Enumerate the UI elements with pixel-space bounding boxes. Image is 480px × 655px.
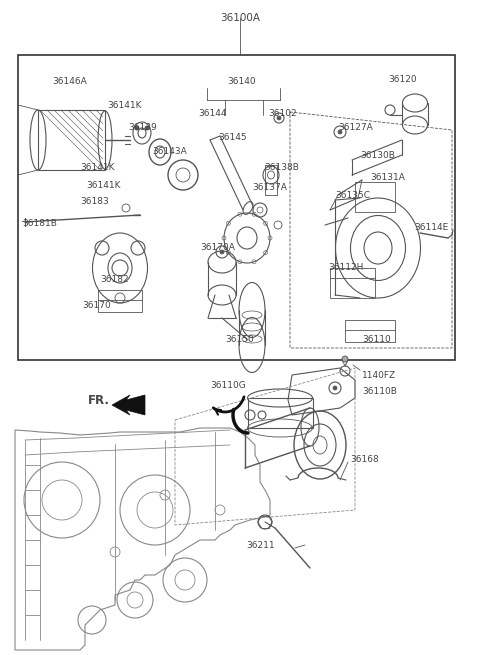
- Text: 36137A: 36137A: [252, 183, 287, 193]
- Text: 36170: 36170: [82, 301, 111, 310]
- Bar: [18, 55, 455, 360]
- Text: 36110B: 36110B: [362, 388, 397, 396]
- Text: 36131A: 36131A: [370, 174, 405, 183]
- Polygon shape: [112, 395, 145, 415]
- Text: 36141K: 36141K: [86, 181, 120, 189]
- Text: 36140: 36140: [228, 77, 256, 86]
- Text: 36183: 36183: [80, 198, 109, 206]
- Text: 36168: 36168: [350, 455, 379, 464]
- Text: 1140FZ: 1140FZ: [362, 371, 396, 379]
- Text: 36114E: 36114E: [414, 223, 448, 233]
- Text: 36143A: 36143A: [152, 147, 187, 157]
- Text: 36112H: 36112H: [328, 263, 363, 272]
- Text: 36211: 36211: [246, 540, 275, 550]
- Text: FR.: FR.: [88, 394, 110, 407]
- Circle shape: [145, 126, 149, 130]
- Circle shape: [220, 250, 224, 254]
- Bar: [345, 320, 395, 342]
- Text: 36138B: 36138B: [264, 164, 299, 172]
- Circle shape: [338, 130, 342, 134]
- Text: 36182: 36182: [100, 276, 129, 284]
- Text: 36139: 36139: [128, 124, 157, 132]
- Text: 36181B: 36181B: [22, 219, 57, 229]
- Text: 36120: 36120: [388, 75, 417, 84]
- Text: 36135C: 36135C: [335, 191, 370, 200]
- Bar: [330, 268, 375, 298]
- Bar: [98, 290, 142, 312]
- Text: 36141K: 36141K: [107, 100, 142, 109]
- Text: 36100A: 36100A: [220, 13, 260, 23]
- Text: 36145: 36145: [218, 134, 247, 143]
- Text: 36146A: 36146A: [52, 77, 87, 86]
- Text: 36102: 36102: [268, 109, 297, 117]
- Circle shape: [342, 356, 348, 362]
- Circle shape: [277, 116, 281, 120]
- Text: 36141K: 36141K: [80, 164, 115, 172]
- Text: 36127A: 36127A: [338, 124, 373, 132]
- Text: 36110G: 36110G: [210, 381, 246, 390]
- Bar: [248, 398, 313, 428]
- Text: 36170A: 36170A: [200, 244, 235, 252]
- Text: 36150: 36150: [226, 335, 254, 345]
- Text: 36130B: 36130B: [360, 151, 395, 160]
- Text: 36110: 36110: [362, 335, 391, 345]
- Bar: [355, 182, 395, 212]
- Circle shape: [333, 386, 337, 390]
- Text: 36144: 36144: [198, 109, 227, 117]
- Circle shape: [135, 126, 139, 130]
